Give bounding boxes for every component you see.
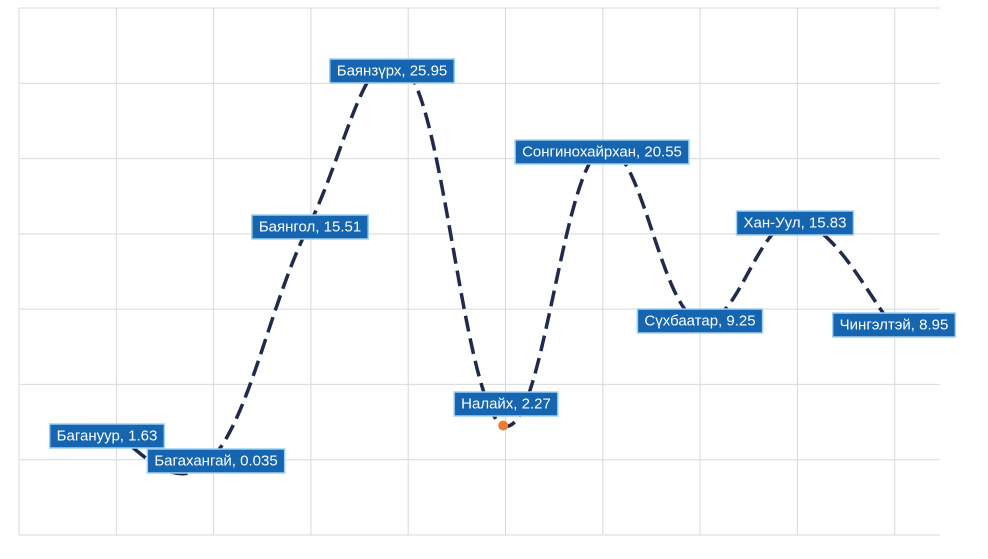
data-label: Багахангай, 0.035 [146, 448, 286, 474]
data-label-text: Баянгол, 15.51 [259, 219, 361, 236]
data-label-box [251, 214, 369, 240]
data-label-box [453, 391, 559, 417]
data-label-text: Сүхбаатар, 9.25 [644, 313, 755, 330]
data-label: Налайх, 2.27 [453, 391, 559, 417]
data-label: Сонгинохайрхан, 20.55 [514, 139, 690, 165]
chart-markers [498, 420, 509, 431]
data-label: Багануур, 1.63 [48, 423, 166, 449]
data-label: Сүхбаатар, 9.25 [636, 308, 764, 334]
data-label-text: Сонгинохайрхан, 20.55 [522, 144, 682, 161]
data-label-box [514, 139, 690, 165]
data-label: Баянзүрх, 25.95 [328, 58, 456, 84]
data-label-box [735, 210, 855, 236]
data-label-text: Хан-Уул, 15.83 [744, 215, 847, 232]
data-label-box [146, 448, 286, 474]
data-label: Чингэлтэй, 8.95 [831, 312, 957, 338]
data-label: Баянгол, 15.51 [251, 214, 369, 240]
data-label-text: Багануур, 1.63 [57, 428, 158, 445]
data-label: Хан-Уул, 15.83 [735, 210, 855, 236]
data-label-box [328, 58, 456, 84]
data-label-box [48, 423, 166, 449]
data-label-text: Баянзүрх, 25.95 [337, 63, 448, 80]
data-label-box [636, 308, 764, 334]
data-label-box [831, 312, 957, 338]
data-label-text: Багахангай, 0.035 [154, 453, 277, 470]
data-label-text: Налайх, 2.27 [461, 396, 551, 413]
data-labels: Багануур, 1.63 Багахангай, 0.035 Баянгол, … [48, 58, 957, 474]
data-label-text: Чингэлтэй, 8.95 [840, 317, 949, 334]
data-point [498, 420, 509, 431]
